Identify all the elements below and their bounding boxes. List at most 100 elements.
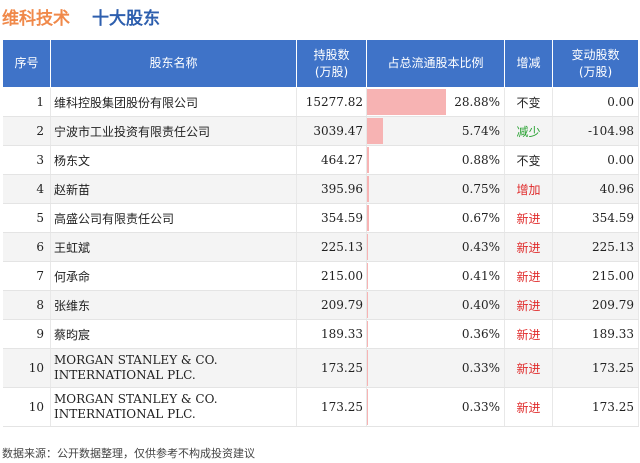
header-rank: 序号 (2, 39, 51, 88)
delta-cell: 173.25 (552, 387, 639, 427)
delta-cell: 209.79 (552, 290, 639, 320)
delta-cell: 40.96 (552, 174, 639, 204)
delta-cell: 0.00 (552, 145, 639, 175)
rank-cell: 7 (2, 261, 51, 291)
shares-cell: 225.13 (296, 232, 367, 262)
change-status: 新进 (516, 400, 541, 415)
change-cell: 不变 (504, 87, 553, 117)
table-row: 9 蔡昀宸 189.33 0.36% 新进 189.33 (2, 319, 639, 349)
header-delta: 变动股数 (万股) (552, 39, 639, 88)
ratio-cell: 0.67% (366, 203, 505, 233)
rank-cell: 3 (2, 145, 51, 175)
table-body: 1 维科控股集团股份有限公司 15277.82 28.88% 不变 0.00 2 宁波市工业投… (2, 87, 639, 427)
change-cell: 减少 (504, 116, 553, 146)
shares-cell: 173.25 (296, 387, 367, 427)
header-ratio: 占总流通股本比例 (366, 39, 505, 88)
data-source-note: 数据来源：公开数据整理，仅供参考不构成投资建议 (2, 447, 255, 460)
ratio-bar (367, 292, 369, 318)
change-status: 不变 (516, 153, 541, 168)
ratio-bar (367, 176, 370, 202)
section-title: 十大股东 (92, 9, 160, 29)
ratio-bar (367, 350, 368, 386)
holder-name-cell: 王虹斌 (50, 232, 297, 262)
ratio-cell: 0.33% (366, 348, 505, 388)
ratio-bar (367, 321, 368, 347)
delta-cell: 225.13 (552, 232, 639, 262)
change-status: 减少 (516, 124, 541, 139)
ratio-cell: 0.36% (366, 319, 505, 349)
ratio-value: 0.41% (461, 269, 500, 283)
change-status: 不变 (516, 95, 541, 110)
change-status: 新进 (516, 211, 541, 226)
ratio-value: 0.75% (461, 182, 500, 196)
rank-cell: 8 (2, 290, 51, 320)
shareholders-table: 序号 股东名称 持股数 (万股) 占总流通股本比例 增减 变动股数 (万股) 1 维科… (2, 39, 639, 427)
table-row: 2 宁波市工业投资有限责任公司 3039.47 5.74% 减少 -104.98 (2, 116, 639, 146)
delta-cell: 354.59 (552, 203, 639, 233)
ratio-value: 0.40% (461, 298, 500, 312)
holder-name-cell: MORGAN STANLEY & CO. INTERNATIONAL PLC. (50, 387, 297, 427)
ratio-bar (367, 389, 368, 425)
holder-name-cell: 赵新苗 (50, 174, 297, 204)
table-header-row: 序号 股东名称 持股数 (万股) 占总流通股本比例 增减 变动股数 (万股) (2, 39, 639, 88)
header-name: 股东名称 (50, 39, 297, 88)
ratio-bar (367, 89, 447, 115)
change-cell: 新进 (504, 387, 553, 427)
holder-name-cell: 杨东文 (50, 145, 297, 175)
change-cell: 新进 (504, 319, 553, 349)
title-bar: 维科技术 十大股东 (0, 0, 640, 38)
delta-cell: 215.00 (552, 261, 639, 291)
change-cell: 新进 (504, 203, 553, 233)
table-row: 4 赵新苗 395.96 0.75% 增加 40.96 (2, 174, 639, 204)
holder-name-cell: 何承命 (50, 261, 297, 291)
change-cell: 不变 (504, 145, 553, 175)
change-cell: 新进 (504, 232, 553, 262)
change-cell: 新进 (504, 348, 553, 388)
holder-name-cell: MORGAN STANLEY & CO. INTERNATIONAL PLC. (50, 348, 297, 388)
header-shares: 持股数 (万股) (296, 39, 367, 88)
table-row: 6 王虹斌 225.13 0.43% 新进 225.13 (2, 232, 639, 262)
holder-name-cell: 蔡昀宸 (50, 319, 297, 349)
holder-name-cell: 维科控股集团股份有限公司 (50, 87, 297, 117)
change-status: 新进 (516, 240, 541, 255)
ratio-value: 0.33% (461, 400, 500, 414)
ratio-value: 0.67% (461, 211, 500, 225)
shares-cell: 209.79 (296, 290, 367, 320)
table-row: 8 张维东 209.79 0.40% 新进 209.79 (2, 290, 639, 320)
shares-cell: 215.00 (296, 261, 367, 291)
change-cell: 增加 (504, 174, 553, 204)
ratio-cell: 0.33% (366, 387, 505, 427)
delta-cell: 189.33 (552, 319, 639, 349)
ratio-value: 0.33% (461, 361, 500, 375)
shares-cell: 173.25 (296, 348, 367, 388)
ratio-cell: 0.88% (366, 145, 505, 175)
change-status: 增加 (516, 182, 541, 197)
ratio-bar (367, 234, 369, 260)
ratio-cell: 0.40% (366, 290, 505, 320)
change-status: 新进 (516, 269, 541, 284)
ratio-value: 0.88% (461, 153, 500, 167)
rank-cell: 1 (2, 87, 51, 117)
ratio-bar (367, 263, 369, 289)
shares-cell: 354.59 (296, 203, 367, 233)
holder-name-cell: 宁波市工业投资有限责任公司 (50, 116, 297, 146)
ratio-cell: 28.88% (366, 87, 505, 117)
shares-cell: 464.27 (296, 145, 367, 175)
rank-cell: 10 (2, 387, 51, 427)
rank-cell: 4 (2, 174, 51, 204)
shares-cell: 395.96 (296, 174, 367, 204)
ratio-value: 0.43% (461, 240, 500, 254)
holder-name-cell: 张维东 (50, 290, 297, 320)
change-cell: 新进 (504, 290, 553, 320)
change-status: 新进 (516, 327, 541, 342)
shares-cell: 189.33 (296, 319, 367, 349)
ratio-value: 5.74% (461, 124, 500, 138)
ratio-value: 28.88% (454, 95, 500, 109)
ratio-bar (367, 147, 370, 173)
table-row: 10 MORGAN STANLEY & CO. INTERNATIONAL PLC… (2, 348, 639, 388)
ratio-cell: 5.74% (366, 116, 505, 146)
delta-cell: 173.25 (552, 348, 639, 388)
delta-cell: -104.98 (552, 116, 639, 146)
rank-cell: 6 (2, 232, 51, 262)
delta-cell: 0.00 (552, 87, 639, 117)
